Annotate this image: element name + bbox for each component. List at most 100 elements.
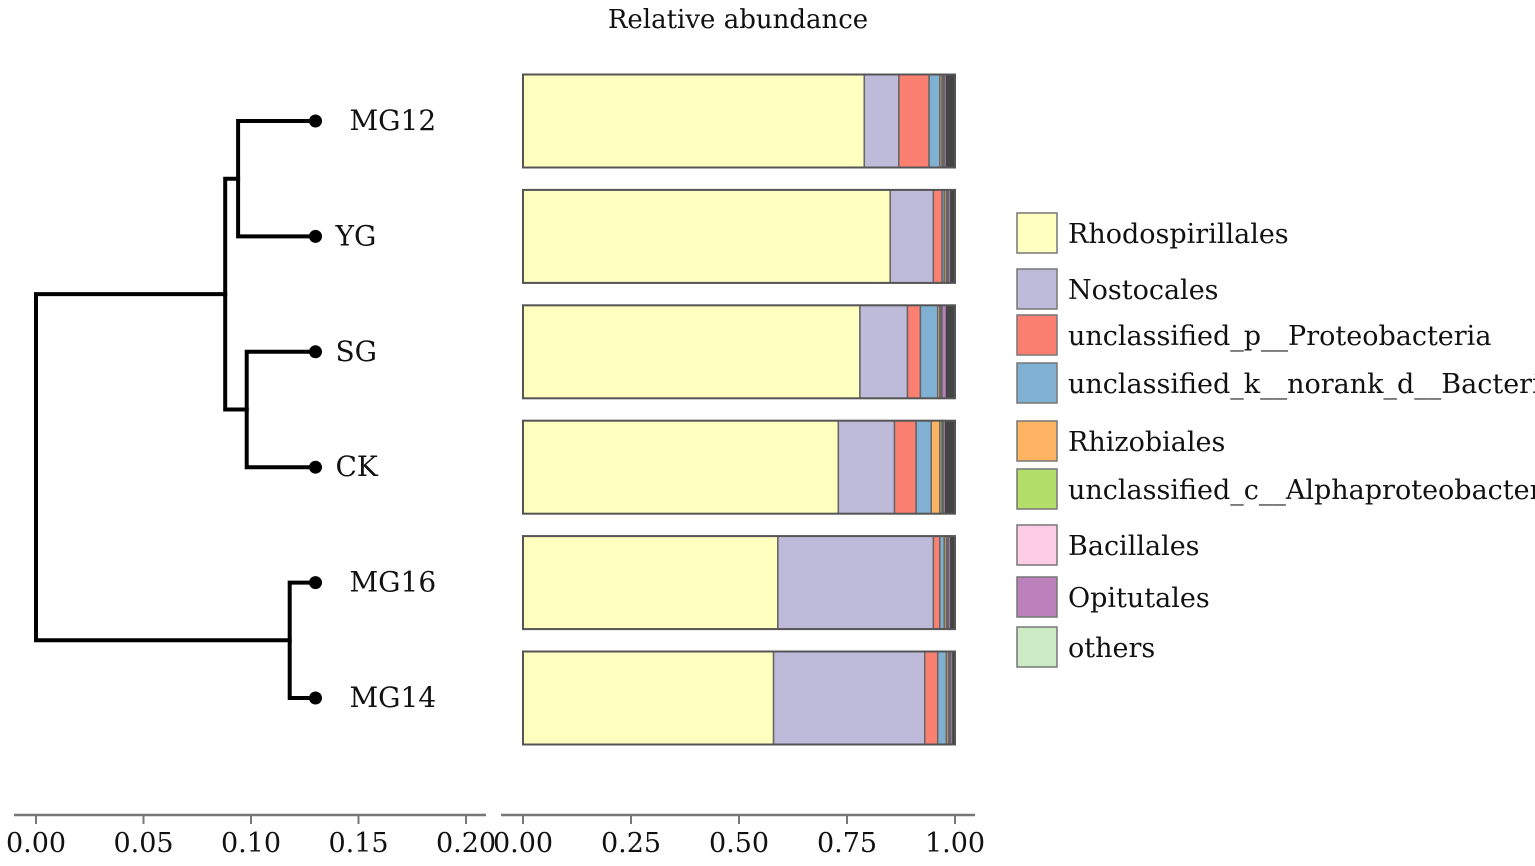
tick-label: 0.75 bbox=[817, 828, 877, 859]
legend-label: unclassified_c__Alphaproteobacteria bbox=[1068, 475, 1535, 506]
legend-label: others bbox=[1068, 633, 1155, 664]
legend-swatch bbox=[1016, 524, 1058, 566]
bar-segment bbox=[941, 304, 948, 400]
bar-row bbox=[522, 304, 956, 400]
tick-label: 1.00 bbox=[925, 828, 985, 859]
bar-segment bbox=[522, 73, 866, 169]
bar-segment bbox=[522, 419, 840, 515]
bar-segment bbox=[928, 73, 941, 169]
legend-label: Opitutales bbox=[1068, 583, 1210, 614]
leaf-label: SG bbox=[336, 335, 378, 368]
leaf-label: CK bbox=[336, 450, 379, 483]
leaf-marker bbox=[309, 691, 322, 705]
leaf-marker bbox=[309, 345, 322, 359]
legend-item: unclassified_c__Alphaproteobacteria bbox=[1016, 468, 1535, 510]
bar-outline bbox=[522, 535, 956, 631]
legend-item: unclassified_p__Proteobacteria bbox=[1016, 314, 1491, 356]
bar-segment bbox=[944, 420, 956, 515]
leaf-label: YG bbox=[335, 219, 377, 252]
dendrogram-branch bbox=[244, 349, 318, 470]
bar-segment bbox=[522, 189, 891, 284]
bar-segment bbox=[772, 650, 926, 746]
tick-label: 0.20 bbox=[436, 828, 496, 859]
legend-item: Rhodospirillales bbox=[1016, 212, 1289, 254]
bar-segment bbox=[915, 419, 932, 515]
bar-outline bbox=[522, 304, 956, 400]
legend-label: Nostocales bbox=[1068, 275, 1219, 306]
bar-segment bbox=[932, 189, 943, 284]
legend-label: unclassified_k__norank_d__Bacteria bbox=[1068, 369, 1535, 400]
bar-outline bbox=[522, 73, 956, 169]
legend-label: Rhizobiales bbox=[1068, 427, 1225, 458]
legend-item: Nostocales bbox=[1016, 268, 1219, 310]
legend-swatch bbox=[1016, 212, 1058, 254]
leaf-label: MG12 bbox=[350, 104, 437, 137]
bar-segment bbox=[945, 304, 956, 399]
legend-swatch bbox=[1016, 268, 1058, 310]
bar-segment bbox=[906, 304, 922, 400]
dendrogram-branch bbox=[223, 176, 249, 412]
tick-label: 0.00 bbox=[6, 828, 66, 859]
tick-label: 0.15 bbox=[328, 828, 388, 859]
leaf-marker bbox=[309, 576, 322, 590]
bar-segment bbox=[936, 650, 948, 746]
legend-swatch bbox=[1016, 576, 1058, 618]
legend-item: Bacillales bbox=[1016, 524, 1200, 566]
legend-item: Rhizobiales bbox=[1016, 420, 1225, 462]
legend: Rhodospirillales Nostocales unclassified_p… bbox=[1016, 212, 1535, 668]
legend-swatch bbox=[1016, 626, 1058, 668]
bar-segment bbox=[930, 419, 941, 515]
bar-segment bbox=[522, 535, 779, 630]
bar-row bbox=[522, 419, 956, 515]
tick-label: 0.50 bbox=[709, 828, 769, 859]
legend-swatch bbox=[1016, 468, 1058, 510]
bar-segment bbox=[863, 73, 900, 169]
legend-label: Rhodospirillales bbox=[1068, 219, 1289, 250]
tick-label: 0.05 bbox=[113, 828, 173, 859]
chart-title: Relative abundance bbox=[608, 5, 868, 35]
bar-segment bbox=[522, 304, 861, 400]
legend-item: unclassified_k__norank_d__Bacteria bbox=[1016, 362, 1535, 404]
bar-segment bbox=[932, 535, 941, 630]
stacked-bar-chart bbox=[522, 73, 956, 746]
bar-segment bbox=[859, 304, 909, 400]
bar-outline bbox=[522, 650, 956, 746]
bar-segment bbox=[522, 650, 775, 746]
dendrogram: MG12 YG SG CK MG16 MG14 bbox=[34, 104, 437, 714]
bar-segment bbox=[889, 189, 935, 284]
bar-segment bbox=[924, 650, 939, 746]
bar-outline bbox=[522, 188, 956, 284]
legend-label: unclassified_p__Proteobacteria bbox=[1068, 321, 1491, 352]
bar-row bbox=[522, 73, 956, 169]
leaf-marker bbox=[309, 114, 322, 128]
bar-segment bbox=[919, 304, 939, 400]
bar-row bbox=[522, 188, 956, 284]
bar-segment bbox=[837, 419, 896, 515]
dendrogram-axis: 0.00 0.05 0.10 0.15 0.20 bbox=[6, 813, 496, 859]
bar-outline bbox=[522, 419, 956, 515]
bar-segment bbox=[945, 74, 956, 168]
tick-label: 0.25 bbox=[601, 828, 661, 859]
bar-row bbox=[522, 535, 956, 631]
legend-label: Bacillales bbox=[1068, 531, 1200, 562]
dendrogram-branch bbox=[236, 119, 318, 239]
leaf-marker bbox=[309, 229, 322, 243]
legend-swatch bbox=[1016, 420, 1058, 462]
legend-item: Opitutales bbox=[1016, 576, 1210, 618]
tick-label: 0.10 bbox=[221, 828, 281, 859]
bar-segment bbox=[893, 419, 917, 515]
leaf-label: MG16 bbox=[350, 566, 437, 599]
bar-row bbox=[522, 650, 956, 746]
legend-item: others bbox=[1016, 626, 1155, 668]
dendrogram-branch bbox=[34, 292, 292, 643]
abundance-axis: 0.00 0.25 0.50 0.75 1.00 bbox=[493, 813, 985, 859]
leaf-marker bbox=[309, 460, 322, 474]
bar-segment bbox=[898, 73, 930, 169]
dendrogram-branch bbox=[287, 580, 318, 700]
leaf-label: MG14 bbox=[350, 681, 437, 714]
tick-label: 0.00 bbox=[493, 828, 553, 859]
axes: 0.00 0.05 0.10 0.15 0.200.00 0.25 0.50 0.75 1.00 bbox=[6, 813, 985, 859]
legend-swatch bbox=[1016, 314, 1058, 356]
legend-swatch bbox=[1016, 362, 1058, 404]
